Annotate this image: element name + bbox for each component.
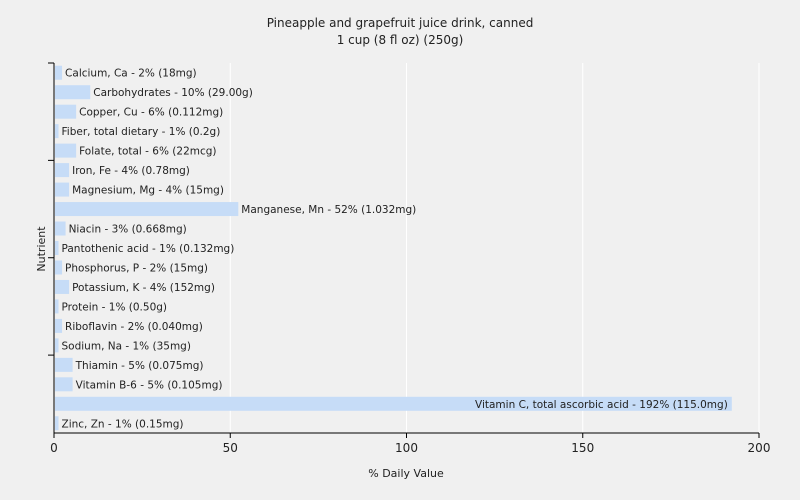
- bar: [55, 65, 63, 80]
- bar-labels: Calcium, Ca - 2% (18mg) Carbohydrates - 1…: [62, 68, 728, 431]
- bar: [55, 143, 77, 158]
- bar: [55, 202, 239, 217]
- bar: [55, 357, 73, 372]
- bar-label: Sodium, Na - 1% (35mg): [62, 340, 191, 352]
- bar-label: Riboflavin - 2% (0.040mg): [65, 321, 203, 333]
- bar: [55, 318, 63, 333]
- bar: [55, 299, 59, 314]
- bar-label: Folate, total - 6% (22mcg): [79, 146, 216, 158]
- bar: [55, 338, 59, 353]
- bar: [55, 279, 70, 294]
- bar: [55, 416, 59, 431]
- bar: [55, 182, 70, 197]
- bars: [55, 65, 732, 431]
- x-tick-label: 50: [223, 441, 238, 455]
- bar: [55, 85, 91, 100]
- gridlines: [229, 63, 760, 433]
- bar: [55, 377, 73, 392]
- bar: [55, 124, 59, 139]
- bar-label: Carbohydrates - 10% (29.00g): [93, 87, 253, 99]
- bar-label: Magnesium, Mg - 4% (15mg): [72, 185, 224, 197]
- chart-title: Pineapple and grapefruit juice drink, ca…: [267, 16, 534, 30]
- bar-label: Niacin - 3% (0.668mg): [69, 224, 187, 236]
- bar-label: Potassium, K - 4% (152mg): [72, 282, 215, 294]
- bar-label: Pantothenic acid - 1% (0.132mg): [62, 243, 235, 255]
- x-tick-label: 150: [571, 441, 594, 455]
- bar-label: Protein - 1% (0.50g): [62, 301, 168, 313]
- bar-label: Manganese, Mn - 52% (1.032mg): [241, 204, 416, 216]
- bar: [55, 260, 63, 275]
- x-tick-label: 200: [748, 441, 771, 455]
- bar-label: Zinc, Zn - 1% (0.15mg): [62, 418, 184, 430]
- bar: [55, 396, 732, 411]
- bar-label: Phosphorus, P - 2% (15mg): [65, 262, 208, 274]
- x-axis-label: % Daily Value: [368, 467, 444, 480]
- bar-label: Iron, Fe - 4% (0.78mg): [72, 165, 190, 177]
- bar: [55, 241, 59, 255]
- bar: [55, 104, 77, 119]
- bar-label: Thiamin - 5% (0.075mg): [75, 360, 204, 372]
- bar-label: Copper, Cu - 6% (0.112mg): [79, 107, 223, 119]
- x-tick-label: 0: [50, 441, 58, 455]
- bar-label: Fiber, total dietary - 1% (0.2g): [62, 126, 221, 138]
- bar-label: Vitamin B-6 - 5% (0.105mg): [76, 379, 223, 391]
- bar: [55, 221, 66, 236]
- bar-label: Calcium, Ca - 2% (18mg): [65, 68, 197, 80]
- axes: 0 50 100 150 200: [48, 62, 771, 455]
- x-tick-label: 100: [395, 441, 418, 455]
- y-axis-label: Nutrient: [35, 226, 48, 272]
- bar: [55, 163, 70, 178]
- bar-label: Vitamin C, total ascorbic acid - 192% (1…: [475, 399, 728, 411]
- chart-subtitle: 1 cup (8 fl oz) (250g): [337, 33, 464, 47]
